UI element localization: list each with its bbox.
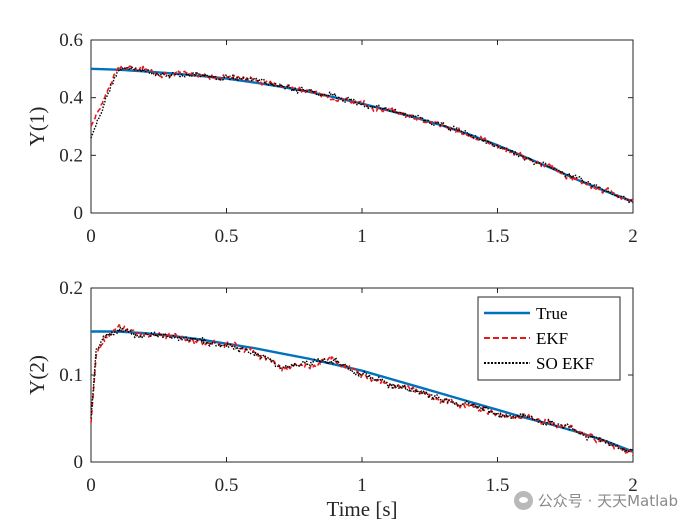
- x-tick-label: 1: [357, 226, 367, 247]
- legend-label-so-ekf: SO EKF: [536, 354, 594, 373]
- y-tick-label: 0.6: [59, 30, 83, 51]
- y-axis-label-y1: Y(1): [25, 107, 49, 147]
- x-tick-label: 0: [86, 475, 96, 496]
- watermark: 公众号 · 天天Matlab: [513, 490, 678, 511]
- x-tick-label: 0.5: [215, 226, 239, 247]
- x-tick-label: 0: [86, 226, 96, 247]
- series-ekf-y1: [90, 65, 634, 202]
- y-axis-label-y2: Y(2): [25, 355, 49, 395]
- series-so-ekf-y1: [90, 65, 634, 204]
- series-group-y2: [90, 324, 634, 457]
- axes-frame-y1: [90, 39, 634, 214]
- subplot-y2: 0 0.5 1 1.5 2 0 0.1 0.2 Y(2) Time [s] True EKF …: [25, 278, 638, 521]
- y-tick-label: 0.4: [59, 88, 83, 109]
- x-tick-label: 2: [628, 475, 638, 496]
- x-tick-label: 1.5: [486, 226, 510, 247]
- y-tick-label: 0: [74, 452, 84, 473]
- legend: True EKF SO EKF: [477, 296, 621, 381]
- watermark-text: 公众号 · 天天Matlab: [537, 492, 678, 510]
- x-tick-label: 0.5: [215, 475, 239, 496]
- ticks-y1: 0 0.5 1 1.5 2 0 0.2 0.4 0.6: [59, 30, 638, 247]
- legend-label-true: True: [536, 304, 568, 323]
- y-tick-label: 0: [74, 203, 84, 224]
- y-tick-label: 0.1: [59, 365, 83, 386]
- subplot-y1: 0 0.5 1 1.5 2 0 0.2 0.4 0.6 Y(1): [25, 30, 638, 247]
- y-tick-label: 0.2: [59, 278, 83, 299]
- x-tick-label: 2: [628, 226, 638, 247]
- legend-label-ekf: EKF: [536, 329, 568, 348]
- x-tick-label: 1.5: [486, 475, 510, 496]
- x-tick-label: 1: [357, 475, 367, 496]
- series-group-y1: [90, 65, 634, 204]
- ticks-y2: 0 0.5 1 1.5 2 0 0.1 0.2: [59, 278, 638, 496]
- x-axis-label: Time [s]: [327, 497, 398, 521]
- legend-box: [477, 296, 621, 381]
- wechat-icon: [513, 491, 533, 510]
- series-ekf-y2: [90, 324, 634, 457]
- series-true-y1: [90, 67, 634, 203]
- y-tick-label: 0.2: [59, 145, 83, 166]
- series-so-ekf-y2: [90, 326, 634, 453]
